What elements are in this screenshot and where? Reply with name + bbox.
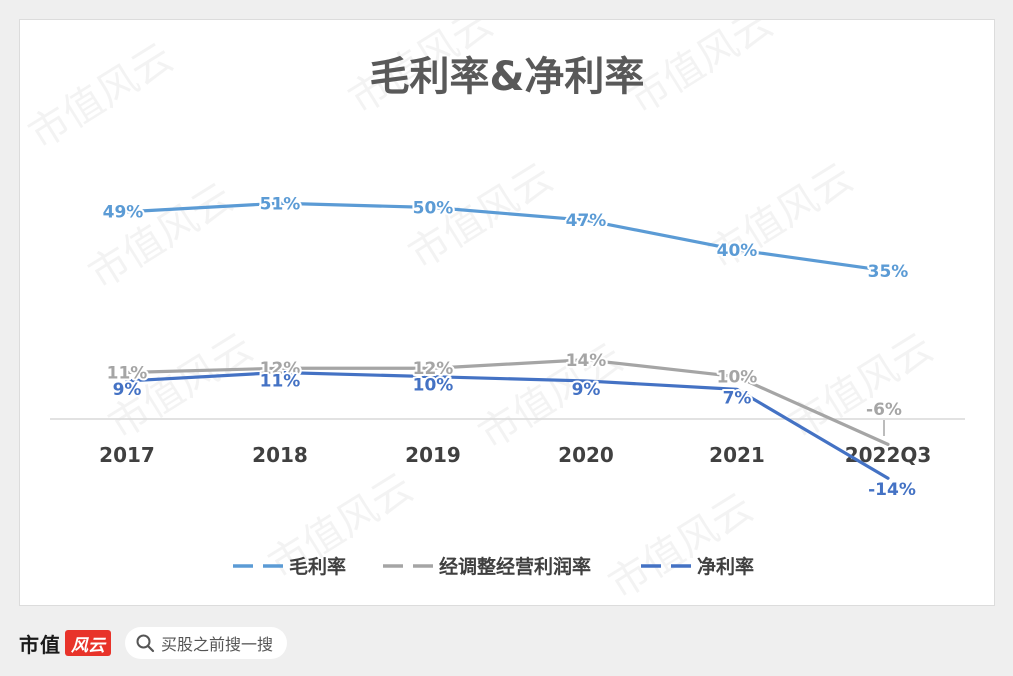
- data-label-halo: -14%: [868, 480, 916, 500]
- data-label-halo: 47%: [566, 211, 607, 231]
- data-label-halo: 9%: [572, 380, 601, 400]
- series-lines: [125, 201, 890, 480]
- brand-badge: 风云: [65, 630, 111, 656]
- data-label: 11%: [260, 371, 301, 391]
- data-label-halo: 12%: [260, 359, 301, 379]
- data-label-halo: 49%: [103, 203, 144, 223]
- data-label-halo: 35%: [868, 262, 909, 282]
- legend-label: 经调整经营利润率: [439, 555, 591, 578]
- data-label-halo: 40%: [717, 241, 758, 261]
- data-label: 12%: [413, 359, 454, 379]
- x-tick-label: 2020: [558, 443, 614, 467]
- x-tick-label: 2022Q3: [845, 443, 932, 467]
- data-label: 11%: [107, 363, 148, 383]
- x-axis-categories: 2017 2018 2019 2020 2021 2022Q3: [99, 443, 931, 467]
- brand-name: 市值: [19, 632, 61, 657]
- data-label-halo: -6%: [866, 400, 902, 420]
- data-labels: 49%49% 51%51% 50%50%47%47%40%40%35%35%11%1…: [101, 192, 918, 502]
- data-label-halo: 14%: [566, 351, 607, 371]
- data-label: 10%: [413, 376, 454, 396]
- data-label-halo: 12%: [413, 359, 454, 379]
- data-label: 35%: [868, 262, 909, 282]
- series-line: [125, 358, 890, 446]
- data-label-halo: 10%: [717, 368, 758, 388]
- data-label-halo: 51%: [260, 194, 301, 214]
- legend: 毛利率 经调整经营利润率 净利率: [233, 555, 754, 578]
- chart-title: 毛利率&净利率: [370, 54, 645, 100]
- x-tick-label: 2019: [405, 443, 461, 467]
- data-label: 14%: [566, 351, 607, 371]
- data-label: 51%: [260, 194, 301, 214]
- search-icon: [136, 634, 155, 653]
- data-label-halo: 7%: [723, 388, 752, 408]
- line-chart: 市值风云市值风云市值风云市值风云市值风云市值风云市值风云市值风云市值风云市值风云…: [21, 20, 965, 605]
- data-label: -14%: [868, 480, 916, 500]
- series-line: [125, 201, 890, 273]
- data-label-halo: 11%: [260, 371, 301, 391]
- data-label: 10%: [717, 368, 758, 388]
- data-label: 40%: [717, 241, 758, 261]
- x-tick-label: 2018: [252, 443, 308, 467]
- data-label: 9%: [113, 380, 142, 400]
- legend-label: 毛利率: [289, 555, 346, 578]
- data-label: 7%: [723, 388, 752, 408]
- x-tick-label: 2017: [99, 443, 155, 467]
- series-line: [125, 370, 890, 480]
- data-label-halo: 11%: [107, 363, 148, 383]
- search-placeholder: 买股之前搜一搜: [161, 635, 274, 654]
- footer-bar: 市值 风云 买股之前搜一搜: [19, 621, 288, 665]
- data-label-halo: 10%: [413, 376, 454, 396]
- data-label-halo: 50%: [413, 199, 454, 219]
- data-label: 9%: [572, 380, 601, 400]
- data-label: -6%: [866, 400, 902, 420]
- data-label-halo: 9%: [113, 380, 142, 400]
- x-tick-label: 2021: [709, 443, 765, 467]
- data-label: 49%: [103, 203, 144, 223]
- data-label: 12%: [260, 359, 301, 379]
- chart-panel: 市值风云市值风云市值风云市值风云市值风云市值风云市值风云市值风云市值风云市值风云…: [19, 19, 995, 606]
- search-box[interactable]: 买股之前搜一搜: [125, 627, 288, 659]
- legend-label: 净利率: [697, 555, 754, 578]
- data-label: 47%: [566, 211, 607, 231]
- data-label: 50%: [413, 199, 454, 219]
- watermark-layer: 市值风云市值风云市值风云市值风云市值风云市值风云市值风云市值风云市值风云市值风云…: [21, 20, 941, 605]
